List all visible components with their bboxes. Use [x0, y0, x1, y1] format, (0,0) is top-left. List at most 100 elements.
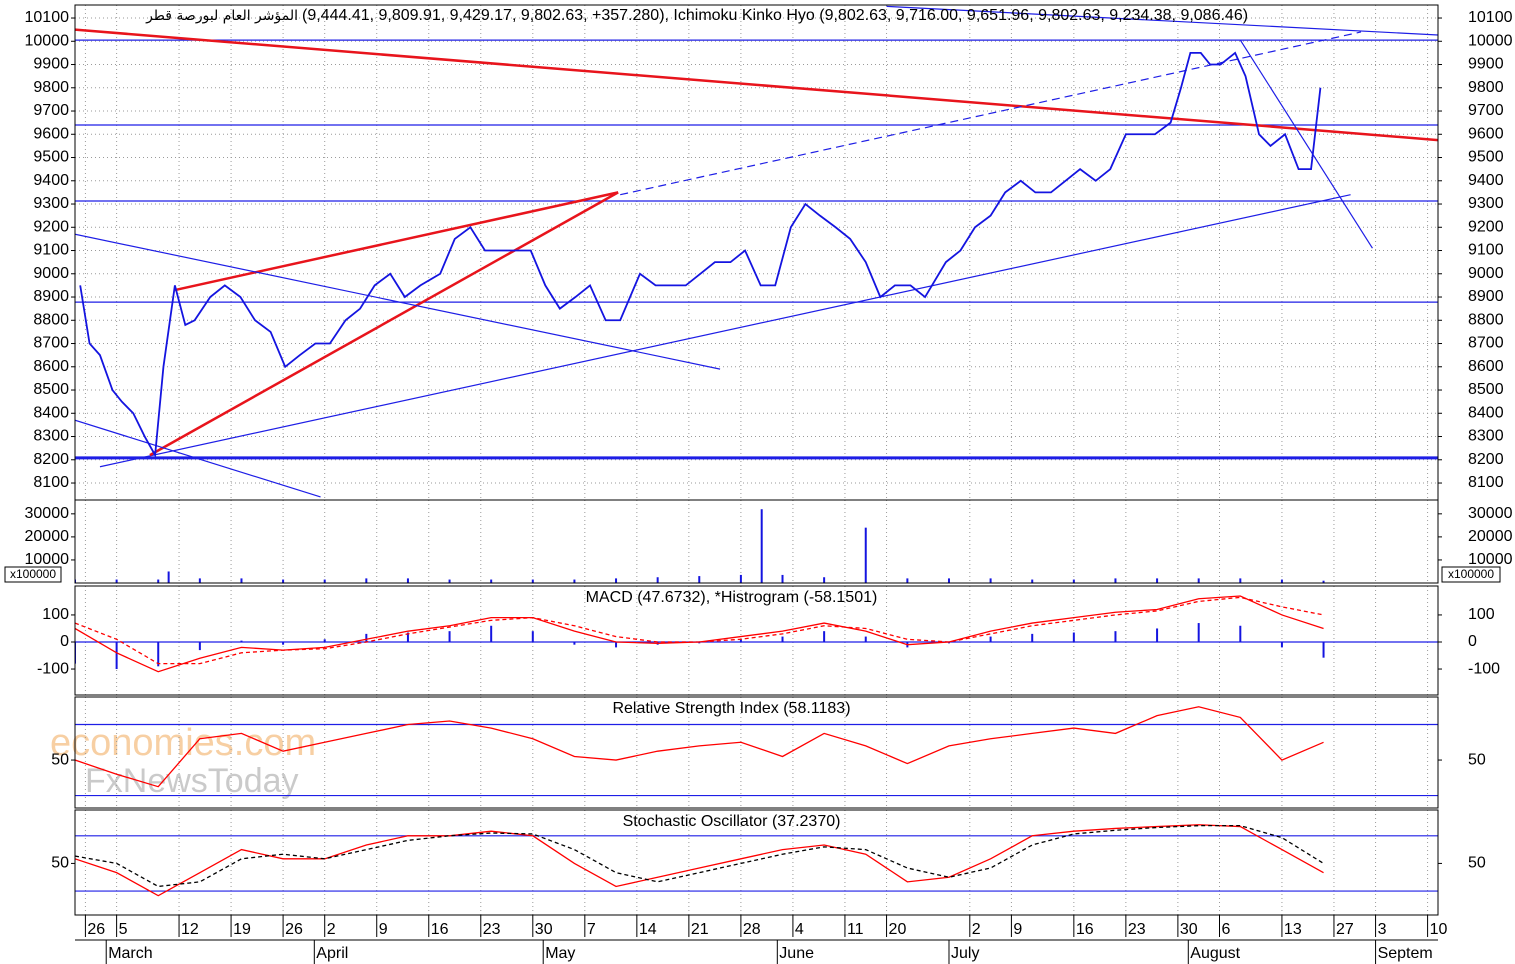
bar: [240, 578, 243, 583]
y-tick-label: 9100: [33, 242, 69, 259]
bar: [615, 641, 618, 648]
y-tick-label: 9200: [33, 218, 69, 235]
panel: [75, 500, 1429, 583]
y-tick-label: -100: [1468, 660, 1500, 677]
panel: [75, 697, 1438, 808]
x-tick-label: 11: [847, 921, 864, 938]
y-tick-label: 0: [60, 633, 69, 650]
bar: [1197, 623, 1200, 642]
x-tick-label: 9: [1013, 921, 1022, 938]
bar: [406, 578, 409, 583]
bar: [1156, 628, 1159, 642]
bar: [573, 579, 576, 583]
trend-line: [1239, 39, 1373, 249]
bar: [365, 578, 368, 583]
x-tick-label: 12: [181, 921, 199, 938]
y-tick-label: 9500: [1468, 149, 1504, 166]
y-tick-label: -100: [37, 660, 69, 677]
y-tick-label: 10000: [1468, 32, 1513, 49]
y-tick-label: 9700: [33, 102, 69, 119]
y-tick-label: 10000: [25, 551, 70, 568]
panel: [75, 5, 1438, 500]
panel-border: [74, 809, 1439, 916]
month-label: Septem: [1378, 945, 1433, 962]
y-tick-label: 9900: [33, 56, 69, 73]
line: [75, 706, 1324, 788]
unit-label: x100000: [10, 567, 56, 581]
y-tick-label: 8200: [33, 451, 69, 468]
y-tick-label: 9100: [1468, 242, 1504, 259]
trend-line: [75, 419, 321, 498]
y-tick-label: 9700: [1468, 102, 1504, 119]
line: [75, 824, 1324, 897]
bar: [823, 577, 826, 583]
x-tick-label: 10: [1430, 921, 1448, 938]
month-label: May: [545, 945, 575, 962]
y-tick-label: 30000: [25, 505, 70, 522]
y-tick-label: 9300: [1468, 195, 1504, 212]
x-tick-label: 2: [327, 921, 336, 938]
y-tick-label: 9800: [33, 79, 69, 96]
y-tick-label: 8400: [1468, 404, 1504, 421]
bar: [1239, 578, 1242, 583]
y-tick-label: 9400: [1468, 172, 1504, 189]
x-tick-label: 14: [639, 921, 657, 938]
x-tick-label: 23: [1128, 921, 1146, 938]
y-tick-label: 10100: [1468, 9, 1513, 26]
x-tick-label: 30: [1180, 921, 1198, 938]
y-tick-label: 50: [1468, 751, 1486, 768]
bar: [198, 641, 201, 651]
bar: [739, 639, 742, 642]
y-tick-label: 8400: [33, 404, 69, 421]
y-tick-label: 8800: [1468, 311, 1504, 328]
bar: [1239, 625, 1242, 642]
bar: [323, 639, 326, 642]
x-tick-label: 16: [431, 921, 449, 938]
bar: [947, 578, 950, 583]
y-tick-label: 8300: [1468, 428, 1504, 445]
trend-line: [620, 31, 1362, 196]
trend-line: [886, 5, 1438, 36]
month-label: March: [108, 945, 152, 962]
bar: [157, 641, 160, 667]
bar: [1280, 641, 1283, 648]
y-tick-label: 8500: [33, 381, 69, 398]
bar: [115, 641, 118, 670]
bar: [864, 527, 867, 583]
y-tick-label: 8900: [1468, 288, 1504, 305]
bar: [698, 576, 701, 583]
x-tick-label: 23: [483, 921, 501, 938]
y-tick-label: 9500: [33, 149, 69, 166]
bar: [1322, 580, 1325, 583]
bar: [760, 509, 763, 583]
x-tick-label: 20: [889, 921, 907, 938]
unit-label: x100000: [1448, 567, 1494, 581]
x-tick-label: 9: [379, 921, 388, 938]
y-tick-label: 9000: [1468, 265, 1504, 282]
bar: [448, 631, 451, 642]
bar: [240, 640, 243, 642]
y-tick-label: 8200: [1468, 451, 1504, 468]
watermark: FxNewsToday: [85, 762, 299, 800]
y-tick-label: 9900: [1468, 56, 1504, 73]
y-tick-label: 8500: [1468, 381, 1504, 398]
unit-box: [4, 566, 62, 583]
x-tick-label: 2: [972, 921, 981, 938]
y-tick-label: 9600: [1468, 125, 1504, 142]
y-tick-label: 8900: [33, 288, 69, 305]
x-tick-label: 27: [1336, 921, 1354, 938]
x-tick-label: 13: [1284, 921, 1302, 938]
bar: [282, 579, 285, 583]
panel: [75, 810, 1438, 915]
bar: [906, 578, 909, 583]
panel: [75, 586, 1438, 695]
y-tick-label: 20000: [1468, 528, 1513, 545]
y-tick-label: 9300: [33, 195, 69, 212]
bar: [781, 574, 784, 583]
y-tick-label: 8600: [33, 358, 69, 375]
x-tick-label: 30: [535, 921, 553, 938]
bar: [490, 579, 493, 583]
y-tick-label: 8700: [33, 335, 69, 352]
